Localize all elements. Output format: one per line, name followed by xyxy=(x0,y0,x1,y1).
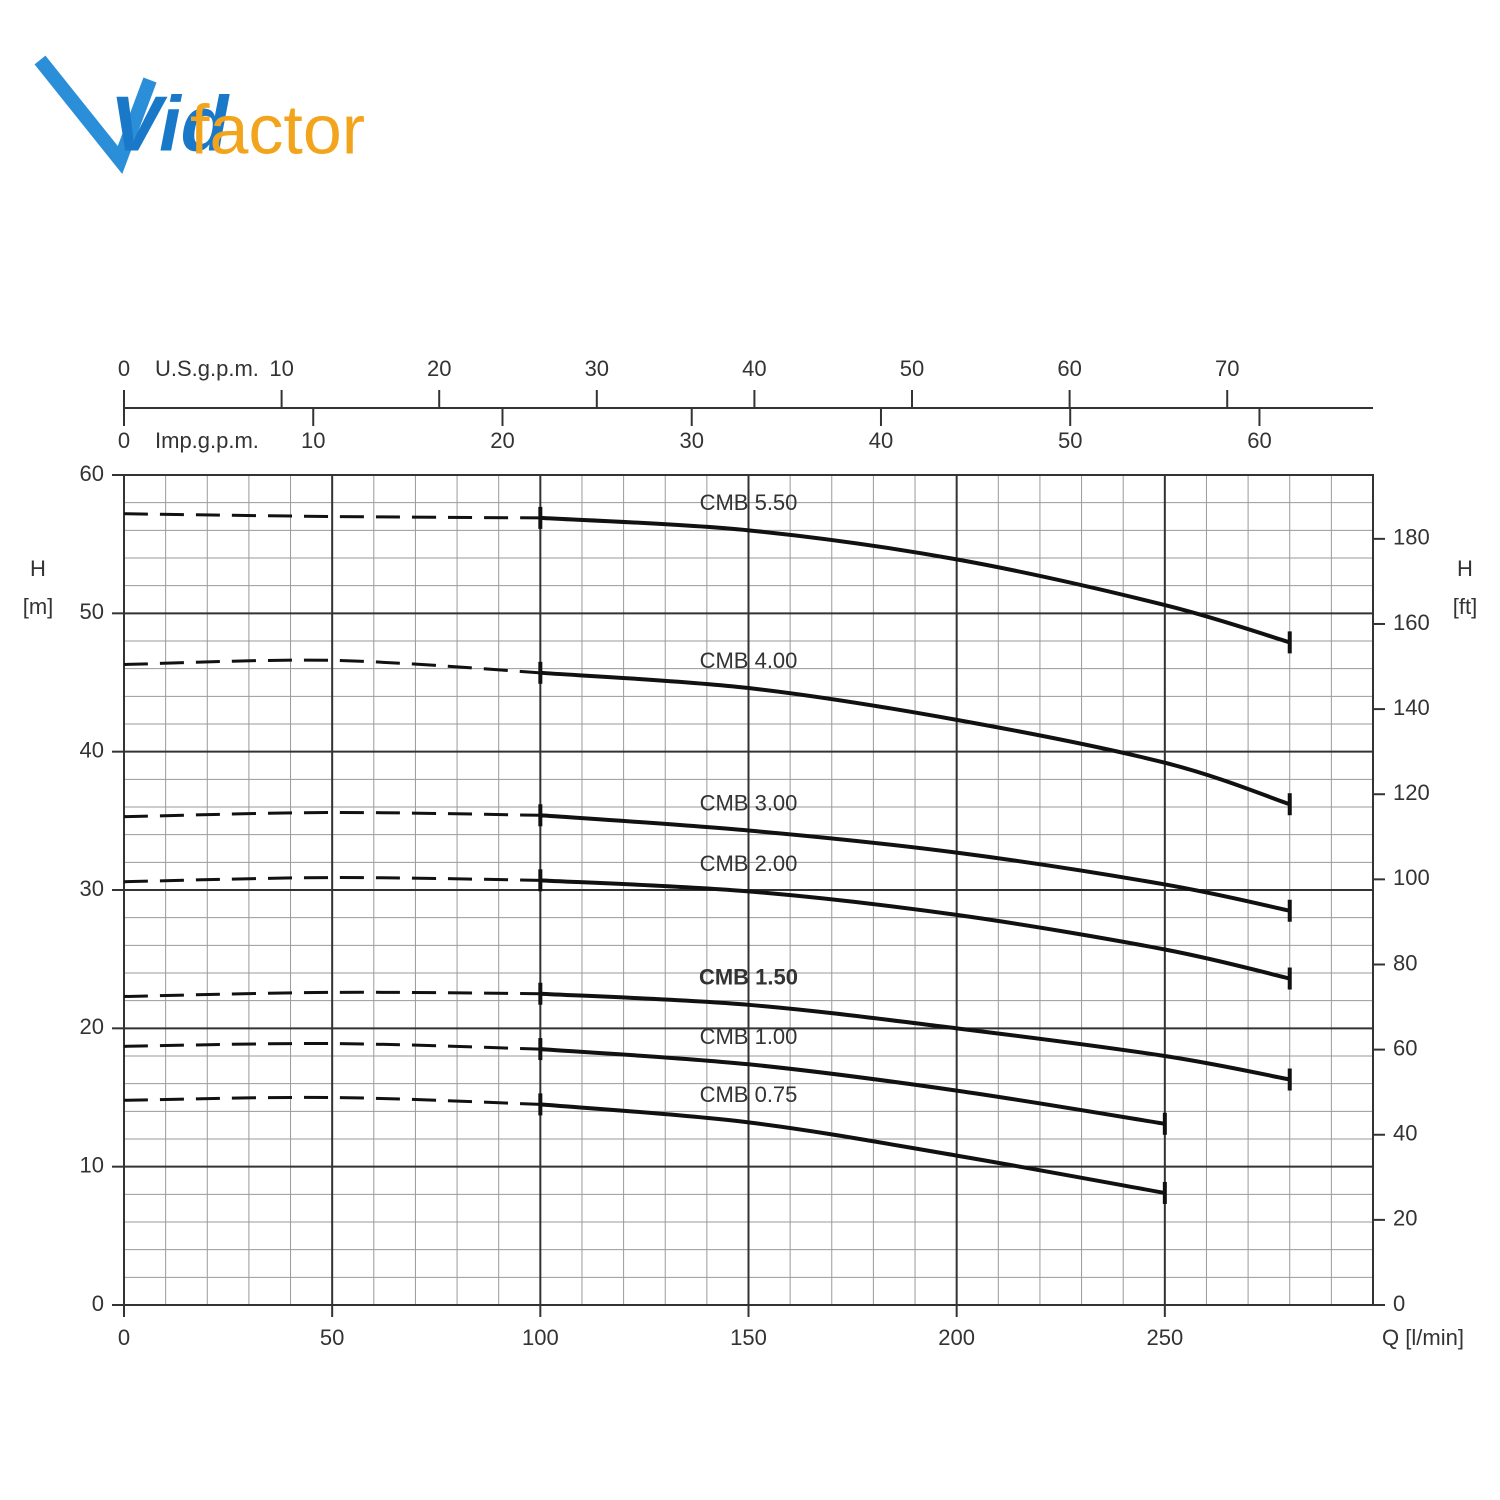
series-label: CMB 4.00 xyxy=(700,648,798,673)
top-axis-tick-label: 50 xyxy=(900,356,924,381)
top-axis-tick-label: 30 xyxy=(679,428,703,453)
curve-dashed xyxy=(123,811,541,819)
y2-tick-label: 120 xyxy=(1393,780,1430,805)
logo: Vid factor xyxy=(34,55,365,174)
top-axis-tick-label: 10 xyxy=(269,356,293,381)
y2-tick-label: 160 xyxy=(1393,610,1430,635)
y-tick-label: 40 xyxy=(80,737,104,762)
series-label: CMB 0.75 xyxy=(700,1082,798,1107)
series-label: CMB 1.50 xyxy=(699,965,798,990)
top-axis-tick-label: 30 xyxy=(585,356,609,381)
x-axis-label: Q [l/min] xyxy=(1382,1325,1464,1350)
y2-tick-label: 180 xyxy=(1393,525,1430,550)
x-tick-label: 100 xyxy=(522,1325,559,1350)
plot-frame xyxy=(123,474,1374,1306)
curve xyxy=(540,1047,1166,1126)
top-axis-label: Imp.g.p.m. xyxy=(155,428,259,453)
y-tick-label: 50 xyxy=(80,599,104,624)
logo-mark xyxy=(34,55,157,174)
x-tick-label: 50 xyxy=(320,1325,344,1350)
top-axis-tick-label: 0 xyxy=(118,428,130,453)
y2-tick-label: 20 xyxy=(1393,1206,1417,1231)
y2-tick-label: 40 xyxy=(1393,1121,1417,1146)
y2-axis-label: H xyxy=(1457,556,1473,581)
logo-text: Vid xyxy=(110,80,230,168)
y-axis-label: [m] xyxy=(23,594,54,619)
y-tick-label: 60 xyxy=(80,461,104,486)
curve xyxy=(540,670,1291,807)
curve-dashed xyxy=(123,1041,541,1051)
y-tick-label: 10 xyxy=(80,1152,104,1177)
top-axis-tick-label: 40 xyxy=(869,428,893,453)
x-tick-label: 150 xyxy=(730,1325,767,1350)
top-axis-tick-label: 20 xyxy=(427,356,451,381)
curve-dashed xyxy=(123,1095,541,1106)
series-label: CMB 3.00 xyxy=(700,790,798,815)
logo-text: factor xyxy=(190,90,365,168)
top-axis-tick-label: 60 xyxy=(1247,428,1271,453)
curve-dashed xyxy=(123,512,541,520)
curve-dashed xyxy=(123,876,541,884)
y-tick-label: 20 xyxy=(80,1014,104,1039)
top-axis-label: U.S.g.p.m. xyxy=(155,356,259,381)
curve xyxy=(540,1102,1166,1195)
curve-dashed xyxy=(123,990,541,999)
series-label: CMB 2.00 xyxy=(700,851,798,876)
y-tick-label: 30 xyxy=(80,876,104,901)
x-tick-label: 0 xyxy=(118,1325,130,1350)
series-label: CMB 1.00 xyxy=(700,1024,798,1049)
y2-tick-label: 60 xyxy=(1393,1035,1417,1060)
curve xyxy=(540,878,1291,981)
top-axis-tick-label: 50 xyxy=(1058,428,1082,453)
top-axis-tick-label: 40 xyxy=(742,356,766,381)
y2-tick-label: 100 xyxy=(1393,865,1430,890)
y2-tick-label: 140 xyxy=(1393,695,1430,720)
top-axis-tick-label: 10 xyxy=(301,428,325,453)
series-label: CMB 5.50 xyxy=(700,490,798,515)
y-tick-label: 0 xyxy=(92,1291,104,1316)
top-axis-tick-label: 20 xyxy=(490,428,514,453)
top-axis-tick-label: 60 xyxy=(1057,356,1081,381)
curve xyxy=(540,991,1291,1082)
top-axis-tick-label: 70 xyxy=(1215,356,1239,381)
y2-tick-label: 0 xyxy=(1393,1291,1405,1316)
y2-axis-label: [ft] xyxy=(1453,594,1477,619)
top-axis-tick-label: 0 xyxy=(118,356,130,381)
y2-tick-label: 80 xyxy=(1393,950,1417,975)
x-tick-label: 200 xyxy=(938,1325,975,1350)
y-axis-label: H xyxy=(30,556,46,581)
curve-dashed xyxy=(123,658,541,675)
x-tick-label: 250 xyxy=(1146,1325,1183,1350)
curve xyxy=(540,515,1291,645)
curve xyxy=(540,813,1291,913)
